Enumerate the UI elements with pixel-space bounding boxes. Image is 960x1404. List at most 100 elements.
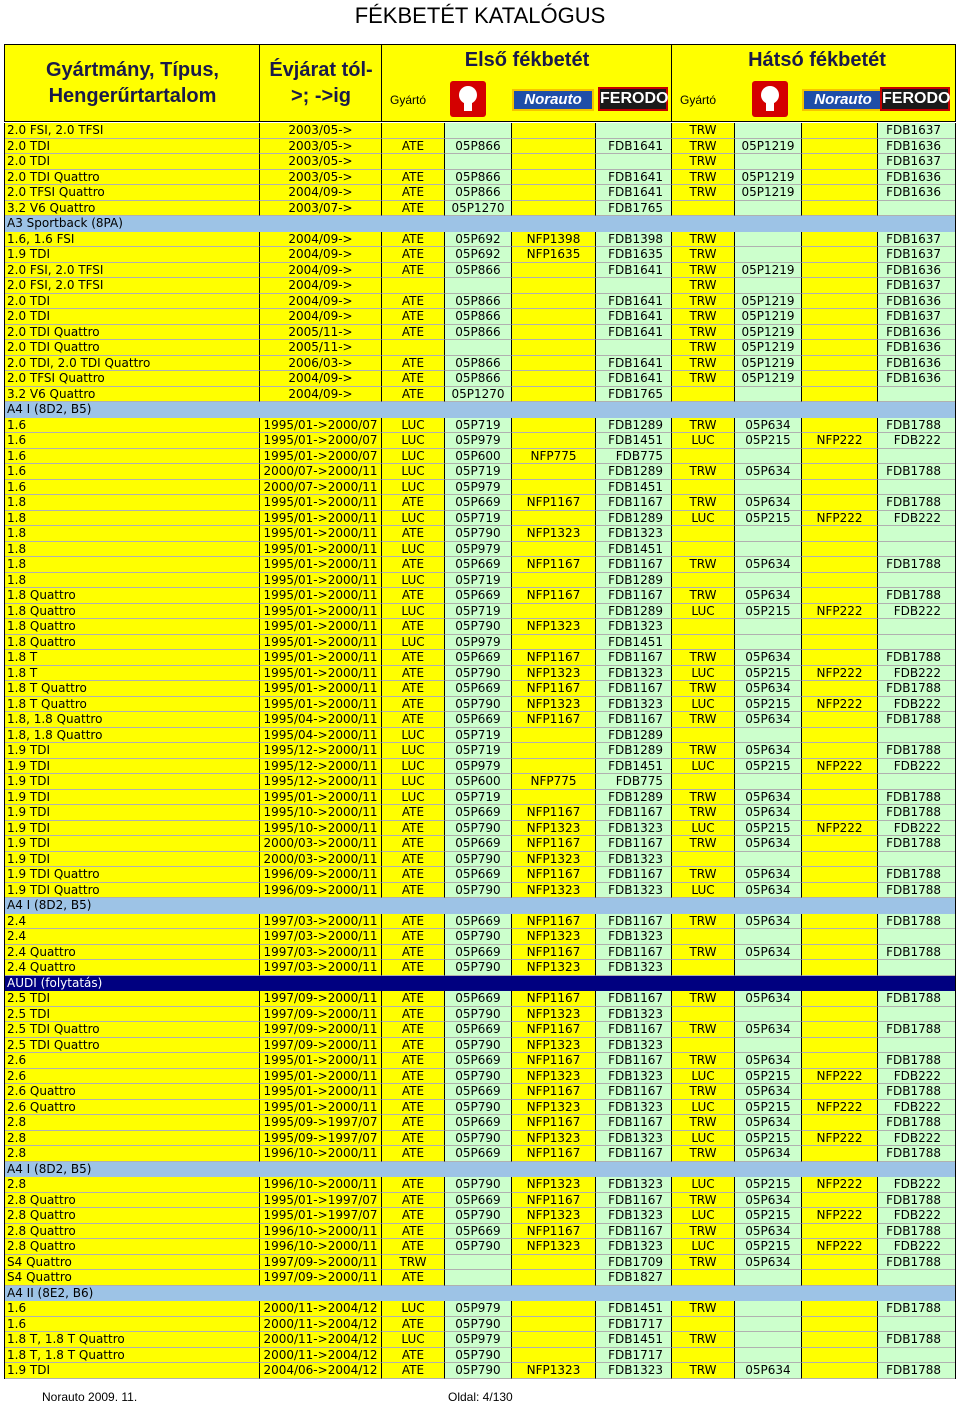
rear-maker-cell xyxy=(672,774,735,790)
rear-ferodo-cell xyxy=(878,448,955,464)
front-brembo-cell xyxy=(445,340,512,356)
rear-maker-cell: LUC xyxy=(672,1177,735,1193)
model-cell: 1.6, 1.6 FSI xyxy=(5,231,260,247)
rear-brembo-cell: 05P634 xyxy=(735,495,802,511)
front-norauto-cell xyxy=(512,789,596,805)
year-cell: 1997/09->2000/11 xyxy=(260,1270,382,1286)
model-cell: 2.6 Quattro xyxy=(5,1084,260,1100)
year-cell: 1995/01->2000/07 xyxy=(260,433,382,449)
front-maker-cell: ATE xyxy=(382,231,445,247)
rear-maker-cell xyxy=(672,386,735,402)
front-maker-cell: ATE xyxy=(382,665,445,681)
front-norauto-cell xyxy=(512,743,596,759)
front-ferodo-cell xyxy=(596,340,672,356)
table-row: 1.8 T 1995/01->2000/11 ATE 05P669 NFP1167 FDB… xyxy=(5,650,955,666)
front-brembo-cell: 05P600 xyxy=(445,448,512,464)
front-maker-cell: ATE xyxy=(382,1068,445,1084)
model-cell: 1.9 TDI xyxy=(5,836,260,852)
front-maker-cell: ATE xyxy=(382,650,445,666)
model-cell: 2.0 TFSI Quattro xyxy=(5,185,260,201)
rear-ferodo-cell xyxy=(878,200,955,216)
table-row: 1.9 TDI 2004/06->2004/12 ATE 05P790 NFP1323 F… xyxy=(5,1363,955,1379)
year-cell: 1995/01->2000/11 xyxy=(260,789,382,805)
rear-maker-cell xyxy=(672,448,735,464)
front-maker-cell: ATE xyxy=(382,820,445,836)
rear-pads-label: Hátsó fékbetét xyxy=(748,49,886,71)
rear-maker-cell xyxy=(672,727,735,743)
front-ferodo-cell: FDB1323 xyxy=(596,1239,672,1255)
front-norauto-cell xyxy=(512,510,596,526)
table-row: 1.9 TDI 1995/10->2000/11 ATE 05P790 NFP1323 F… xyxy=(5,820,955,836)
front-norauto-cell xyxy=(512,603,596,619)
front-brembo-cell: 05P1270 xyxy=(445,386,512,402)
front-ferodo-cell: FDB1289 xyxy=(596,743,672,759)
front-maker-cell xyxy=(382,123,445,139)
front-norauto-cell: NFP1323 xyxy=(512,1068,596,1084)
year-cell: 1997/03->2000/11 xyxy=(260,960,382,976)
front-ferodo-cell: FDB1323 xyxy=(596,665,672,681)
front-brembo-cell: 05P866 xyxy=(445,293,512,309)
year-cell: 1997/03->2000/11 xyxy=(260,913,382,929)
year-cell: 2004/09-> xyxy=(260,185,382,201)
rear-norauto-cell xyxy=(802,805,878,821)
rear-brembo-cell: 05P634 xyxy=(735,417,802,433)
front-ferodo-cell: FDB1635 xyxy=(596,247,672,263)
front-brembo-cell: 05P790 xyxy=(445,1316,512,1332)
rear-ferodo-cell: FDB1788 xyxy=(878,417,955,433)
year-cell: 1995/01->2000/11 xyxy=(260,1068,382,1084)
rear-norauto-cell xyxy=(802,867,878,883)
rear-ferodo-cell: FDB1788 xyxy=(878,650,955,666)
year-cell: 1995/01->2000/11 xyxy=(260,681,382,697)
table-row: 1.9 TDI 1995/12->2000/11 LUC 05P600 NFP775 FD… xyxy=(5,774,955,790)
front-maker-cell: ATE xyxy=(382,944,445,960)
model-header-cell: Gyártmány, Típus, Hengerűrtartalom xyxy=(5,45,260,121)
rear-norauto-cell xyxy=(802,727,878,743)
rear-brembo-cell: 05P634 xyxy=(735,1115,802,1131)
table-row: S4 Quattro 1997/09->2000/11 ATE FDB1827 xyxy=(5,1270,955,1286)
front-brembo-cell: 05P669 xyxy=(445,1223,512,1239)
front-ferodo-cell: FDB1827 xyxy=(596,1270,672,1286)
rear-brembo-cell xyxy=(735,619,802,635)
table-row: 1.8 Quattro 1995/01->2000/11 LUC 05P719 FDB1… xyxy=(5,603,955,619)
rear-norauto-cell xyxy=(802,340,878,356)
table-row: 1.6 2000/07->2000/11 LUC 05P979 FDB1451 xyxy=(5,479,955,495)
front-maker-cell: ATE xyxy=(382,495,445,511)
front-ferodo-cell: FDB1289 xyxy=(596,572,672,588)
rear-maker-cell: LUC xyxy=(672,696,735,712)
front-brembo-cell: 05P790 xyxy=(445,851,512,867)
rear-ferodo-cell: FDB1788 xyxy=(878,464,955,480)
rear-brembo-cell: 05P215 xyxy=(735,1130,802,1146)
front-norauto-cell: NFP1323 xyxy=(512,960,596,976)
front-maker-cell: ATE xyxy=(382,324,445,340)
rear-maker-cell: LUC xyxy=(672,1068,735,1084)
table-row: 2.8 1996/10->2000/11 ATE 05P790 NFP1323 FDB13… xyxy=(5,1177,955,1193)
rear-brembo-cell: 05P1219 xyxy=(735,340,802,356)
table-row: 2.0 TDI 2003/05-> TRW FDB1637 xyxy=(5,154,955,170)
front-norauto-cell: NFP1323 xyxy=(512,526,596,542)
front-norauto-cell xyxy=(512,138,596,154)
front-maker-cell: ATE xyxy=(382,1223,445,1239)
rear-ferodo-cell xyxy=(878,774,955,790)
front-norauto-cell: NFP1167 xyxy=(512,650,596,666)
front-brembo-cell: 05P719 xyxy=(445,572,512,588)
year-cell: 2003/05-> xyxy=(260,138,382,154)
table-row: 2.0 FSI, 2.0 TFSI 2003/05-> TRW FDB1637 xyxy=(5,123,955,139)
year-cell: 1995/01->1997/07 xyxy=(260,1208,382,1224)
table-row: 1.6 2000/07->2000/11 LUC 05P719 FDB1289 TRW 05… xyxy=(5,464,955,480)
front-maker-cell: ATE xyxy=(382,185,445,201)
front-brembo-cell: 05P669 xyxy=(445,1192,512,1208)
rear-norauto-cell xyxy=(802,1332,878,1348)
front-brembo-cell: 05P669 xyxy=(445,588,512,604)
front-ferodo-cell: FDB1323 xyxy=(596,1068,672,1084)
front-maker-cell: ATE xyxy=(382,169,445,185)
front-ferodo-cell: FDB1717 xyxy=(596,1347,672,1363)
front-brembo-cell: 05P979 xyxy=(445,541,512,557)
front-maker-cell: ATE xyxy=(382,247,445,263)
front-maker-cell: ATE xyxy=(382,526,445,542)
rear-brembo-cell: 05P634 xyxy=(735,557,802,573)
front-ferodo-cell: FDB1289 xyxy=(596,417,672,433)
front-norauto-cell xyxy=(512,154,596,170)
rear-norauto-cell xyxy=(802,138,878,154)
front-maker-cell: ATE xyxy=(382,1037,445,1053)
table-row: 2.0 TDI 2004/09-> ATE 05P866 FDB1641 TRW 05P12… xyxy=(5,309,955,325)
